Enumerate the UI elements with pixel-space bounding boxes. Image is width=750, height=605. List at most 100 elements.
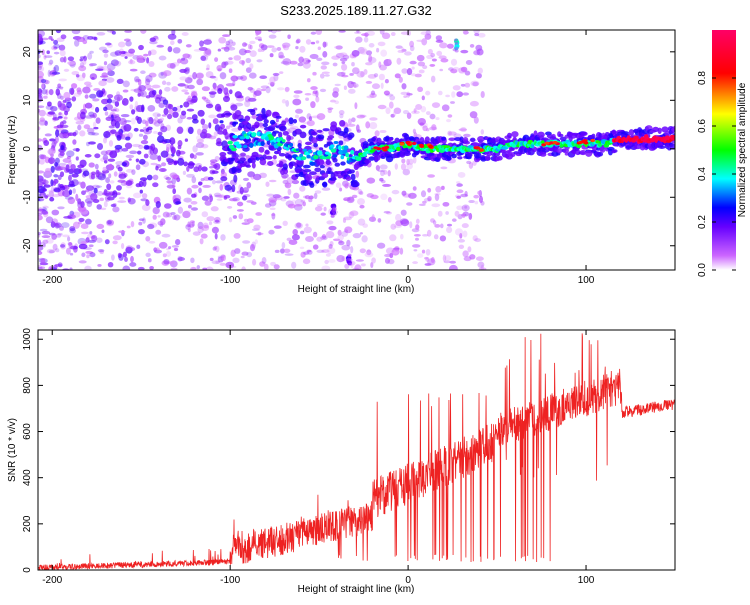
x-tick-label: -200 <box>42 275 62 286</box>
heatmap-cell <box>172 47 181 54</box>
heatmap-cell <box>129 104 134 110</box>
heatmap-cell <box>628 129 635 136</box>
heatmap-cell <box>219 183 224 191</box>
heatmap-cell <box>338 110 345 115</box>
heatmap-cell <box>415 218 420 224</box>
heatmap-cell <box>70 163 76 171</box>
heatmap-cell <box>472 81 479 87</box>
heatmap-cell <box>237 95 244 99</box>
heatmap-cell <box>177 157 185 166</box>
heatmap-cell <box>400 219 410 227</box>
heatmap-cell <box>38 108 41 113</box>
heatmap-cell <box>357 46 365 54</box>
heatmap-cell <box>95 106 100 113</box>
heatmap-cell <box>268 196 278 203</box>
heatmap-cell <box>163 175 170 180</box>
heatmap-cell <box>458 67 466 74</box>
heatmap-cell <box>456 195 462 199</box>
heatmap-cell <box>167 103 174 110</box>
heatmap-cell <box>379 164 388 170</box>
heatmap-cell <box>68 180 75 187</box>
heatmap-cell <box>214 162 221 171</box>
heatmap-cell <box>261 107 266 115</box>
heatmap-cell <box>104 239 110 245</box>
heatmap-cell <box>255 32 259 36</box>
heatmap-cell <box>122 265 131 270</box>
x-tick-label: 100 <box>578 575 595 586</box>
heatmap-cell <box>43 184 51 188</box>
heatmap-cell <box>315 40 320 44</box>
heatmap-cell <box>299 124 307 129</box>
heatmap-cell <box>65 164 70 173</box>
heatmap-cell <box>114 101 120 107</box>
heatmap-cell <box>106 219 115 226</box>
heatmap-cell <box>351 50 360 57</box>
heatmap-cell <box>306 59 311 63</box>
heatmap-cell <box>81 231 89 235</box>
heatmap-cell <box>273 74 279 82</box>
heatmap-cell <box>77 164 85 169</box>
heatmap-cell <box>160 218 166 226</box>
heatmap-cell <box>469 100 479 107</box>
heatmap-cell <box>113 171 118 177</box>
heatmap-cell <box>425 248 431 256</box>
heatmap-cell <box>201 211 209 218</box>
heatmap-cell <box>423 198 431 202</box>
heatmap-cell <box>48 89 54 96</box>
heatmap-cell <box>219 72 227 80</box>
heatmap-cell <box>281 242 286 249</box>
heatmap-cell <box>75 147 80 152</box>
heatmap-cell <box>436 50 443 56</box>
heatmap-cell <box>351 117 356 123</box>
heatmap-cell <box>176 126 184 134</box>
heatmap-cell <box>412 128 416 134</box>
heatmap-cell <box>393 225 402 228</box>
heatmap-cell <box>49 138 56 142</box>
heatmap-cell <box>374 130 380 137</box>
heatmap-cell <box>109 150 118 159</box>
heatmap-cell <box>75 74 80 78</box>
heatmap-cell <box>458 244 465 249</box>
heatmap-cell <box>591 133 596 140</box>
heatmap-cell <box>100 150 108 156</box>
heatmap-cell <box>184 77 193 84</box>
heatmap-cell <box>51 209 60 216</box>
heatmap-cell <box>239 163 247 168</box>
x-tick-label: 100 <box>578 275 595 286</box>
heatmap-cell <box>245 135 250 140</box>
heatmap-cell <box>94 163 99 170</box>
heatmap-cell <box>478 267 487 270</box>
heatmap-cell <box>117 166 123 172</box>
heatmap-cell <box>39 158 45 165</box>
heatmap-cell <box>286 134 292 142</box>
heatmap-cell <box>141 204 151 212</box>
heatmap-cell <box>203 224 210 229</box>
heatmap-cell <box>196 138 204 144</box>
heatmap-cell <box>202 267 208 270</box>
heatmap-cell <box>101 229 105 233</box>
heatmap-cell <box>353 84 357 89</box>
heatmap-cell <box>475 152 480 159</box>
heatmap-cell <box>672 127 675 132</box>
heatmap-cell <box>172 188 177 195</box>
heatmap-cell <box>249 63 254 70</box>
heatmap-cell <box>43 95 48 99</box>
heatmap-cell <box>212 118 219 125</box>
heatmap-cell <box>68 168 74 175</box>
heatmap-cell <box>50 105 58 112</box>
heatmap-cell <box>424 33 432 40</box>
heatmap-cell <box>177 215 182 219</box>
heatmap-cell <box>312 71 317 76</box>
heatmap-cell <box>123 38 131 42</box>
heatmap-cell <box>273 225 282 229</box>
heatmap-cell <box>221 254 226 262</box>
heatmap-cell <box>377 218 382 223</box>
heatmap-cell <box>424 256 429 260</box>
heatmap-cell <box>456 91 464 98</box>
heatmap-cell <box>293 90 303 94</box>
heatmap-cell <box>41 210 49 215</box>
heatmap-cell <box>435 117 440 121</box>
heatmap-cell <box>195 142 205 149</box>
heatmap-cell <box>211 226 219 234</box>
